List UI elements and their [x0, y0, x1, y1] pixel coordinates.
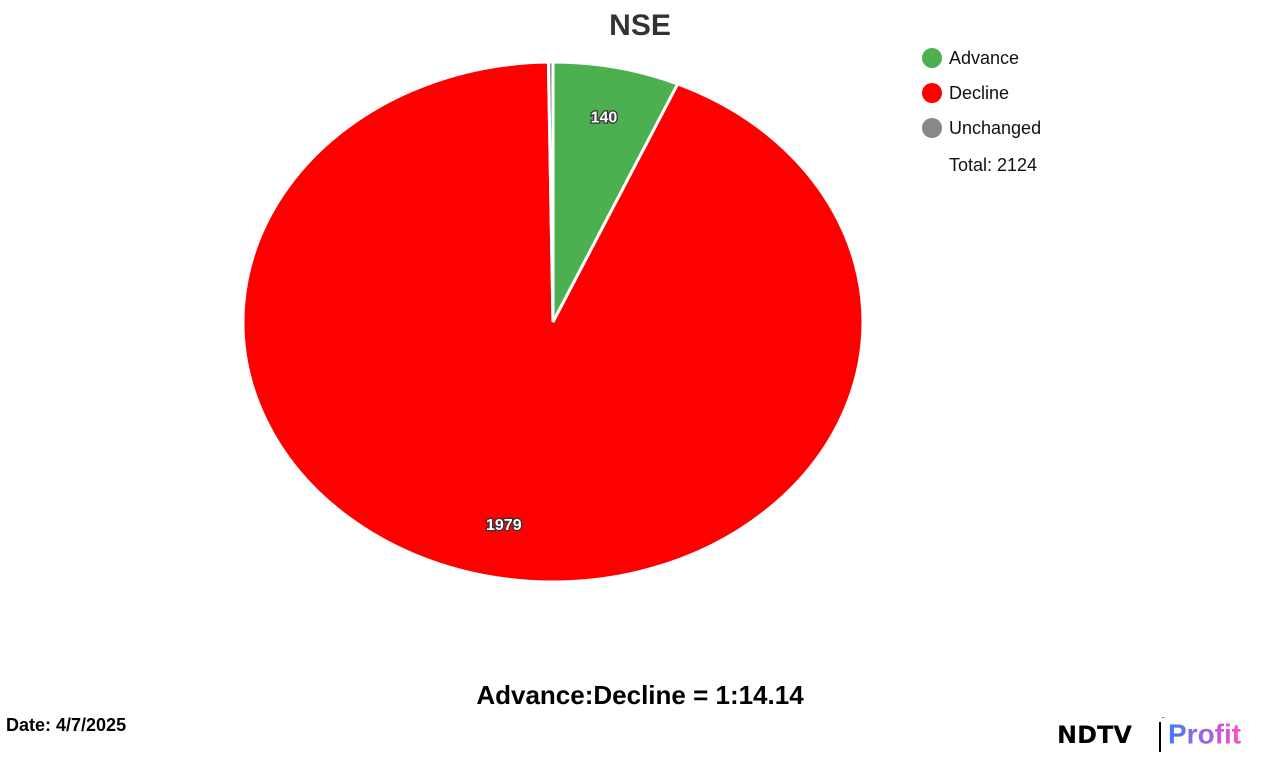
- legend-marker: [922, 48, 942, 68]
- legend-marker: [922, 118, 942, 138]
- pie: 140 1979: [241, 60, 865, 584]
- legend-marker: [922, 83, 942, 103]
- legend-label: Unchanged: [949, 118, 1041, 138]
- slice-label: 1979: [486, 517, 522, 534]
- legend-total: Total: 2124: [949, 155, 1037, 175]
- date-text: Date: 4/7/2025: [6, 715, 126, 735]
- logo-bg: [1055, 718, 1280, 754]
- legend-label: Decline: [949, 83, 1009, 103]
- legend-label: Advance: [949, 48, 1019, 68]
- logo: NDTV Profit: [1055, 718, 1280, 754]
- ratio-text: Advance:Decline = 1:14.14: [476, 680, 804, 710]
- legend: Advance Decline Unchanged Total: 2124: [922, 48, 1041, 175]
- slice-label: 140: [591, 110, 618, 127]
- pie-slice: [546, 60, 555, 323]
- logo-brand: NDTV: [1057, 721, 1132, 749]
- logo-product: Profit: [1168, 718, 1241, 749]
- pie-slice: [551, 60, 680, 323]
- chart-title: NSE: [609, 9, 671, 42]
